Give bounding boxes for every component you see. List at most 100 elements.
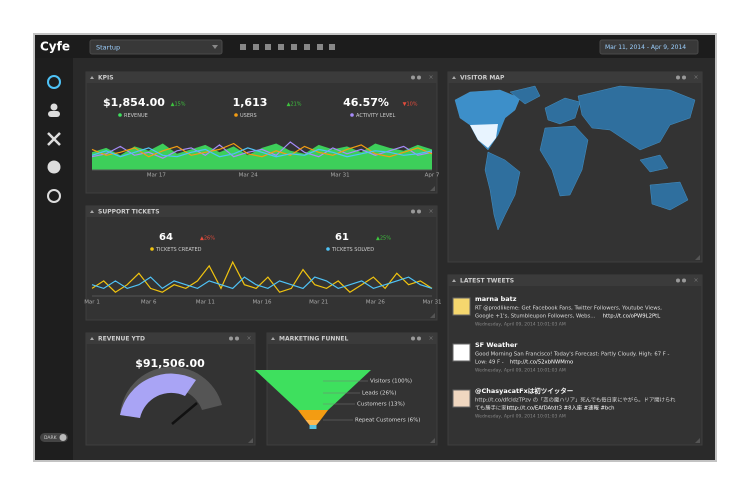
gauge-needle xyxy=(171,402,198,425)
funnel-label: Leads (26%) xyxy=(362,391,396,397)
dashboard-name: Startup xyxy=(96,44,120,52)
settings-icon[interactable] xyxy=(229,336,233,341)
move-icon[interactable] xyxy=(417,75,421,80)
series-line xyxy=(91,260,433,293)
map-region xyxy=(649,181,689,211)
close-icon: × xyxy=(428,208,433,215)
nav-help[interactable] xyxy=(47,160,61,174)
avatar xyxy=(452,297,471,316)
nav-tools[interactable] xyxy=(47,132,61,146)
tool-icon[interactable] xyxy=(253,44,259,50)
close-icon: × xyxy=(246,335,251,342)
gauge-track xyxy=(120,366,222,418)
metric-value: 64 xyxy=(159,232,173,243)
widget-title: VISITOR MAP xyxy=(460,74,505,81)
tool-icon[interactable] xyxy=(278,44,284,50)
legend-dot xyxy=(150,247,154,251)
tool-icon[interactable] xyxy=(304,44,310,50)
move-icon[interactable] xyxy=(682,278,686,283)
resize-handle xyxy=(695,255,700,260)
avatar xyxy=(452,389,471,408)
close-icon: × xyxy=(428,74,433,81)
metric-value: 1,613 xyxy=(233,96,268,109)
tweet-time: Wednesday, April 09, 2014 10:01:03 AM xyxy=(475,322,566,328)
toggle-knob xyxy=(59,434,67,441)
nav-power[interactable] xyxy=(47,189,61,203)
move-icon[interactable] xyxy=(417,209,421,214)
tweet-link[interactable]: http://t.co/52xbNWMmo xyxy=(510,360,573,366)
metric-change: ▲26% xyxy=(200,236,215,242)
tool-icon[interactable] xyxy=(265,44,271,50)
tweet-link[interactable]: http://t.co/oPW9L2PtL xyxy=(603,314,661,320)
tweet-author[interactable]: @ChasyacatFxは初ツイッター xyxy=(475,386,573,395)
collapse-icon xyxy=(452,279,456,282)
logo: Cyfe xyxy=(40,40,70,54)
settings-icon[interactable] xyxy=(411,209,415,214)
settings-icon[interactable] xyxy=(676,75,680,80)
select-arrow xyxy=(212,45,218,49)
tweet-text: ても勝手に家に... xyxy=(475,404,517,412)
collapse-icon xyxy=(90,337,94,340)
date-range: Mar 11, 2014 - Apr 9, 2014 xyxy=(605,44,686,51)
widget-header xyxy=(86,333,255,344)
widget-header xyxy=(86,72,437,83)
x-axis-label: Mar 6 xyxy=(141,300,157,306)
widget-header xyxy=(448,275,702,286)
funnel-label: Visitors (100%) xyxy=(370,379,412,385)
x-axis-label: Mar 17 xyxy=(147,173,167,179)
tool-icon[interactable] xyxy=(329,44,335,50)
tweet-author[interactable]: SF Weather xyxy=(475,341,518,349)
tool-icon[interactable] xyxy=(291,44,297,50)
widgets: KPIS × $1,854.00 ▲15% REVENUE 1,613 ▲21% USERS 4… xyxy=(84,71,703,446)
nav-user[interactable] xyxy=(50,103,58,111)
tweet-time: Wednesday, April 09, 2014 10:01:03 AM xyxy=(475,414,566,420)
tweet-author[interactable]: marna batz xyxy=(475,295,517,303)
move-icon[interactable] xyxy=(682,75,686,80)
legend-dot xyxy=(234,113,238,117)
legend-dot xyxy=(118,113,122,117)
nav-dashboard[interactable] xyxy=(47,75,61,89)
nav-user-body xyxy=(48,111,60,117)
tweet-text: RT @prodlikeme: Get Facebook Fans, Twitt… xyxy=(475,306,662,312)
widget-title: KPIS xyxy=(98,74,114,81)
metric-label: REVENUE xyxy=(124,113,148,119)
x-axis-label: Mar 1 xyxy=(84,300,100,306)
metric-change: ▼10% xyxy=(403,102,418,108)
dashboard-select[interactable] xyxy=(89,39,223,55)
tweet-text: Low: 49 F - xyxy=(475,360,504,366)
widget-header xyxy=(448,72,702,83)
tool-icon[interactable] xyxy=(317,44,323,50)
metric-value: 46.57% xyxy=(343,96,389,109)
tweet-text: Google +1's, Stumbleupon Followers, Webs… xyxy=(475,314,596,320)
widget xyxy=(85,205,438,321)
sidebar-icons xyxy=(47,75,61,203)
resize-handle xyxy=(248,438,253,443)
x-axis-label: Mar 24 xyxy=(239,173,259,179)
settings-icon[interactable] xyxy=(411,336,415,341)
settings-icon[interactable] xyxy=(411,75,415,80)
funnel-label: Customers (13%) xyxy=(357,402,405,408)
date-select[interactable] xyxy=(599,39,699,55)
toolbar xyxy=(240,44,335,50)
legend-dot xyxy=(350,113,354,117)
widget-header xyxy=(86,206,437,217)
close-icon: × xyxy=(693,277,698,284)
sidebar xyxy=(35,58,73,460)
map-region xyxy=(509,85,541,105)
resize-handle xyxy=(695,438,700,443)
metric-label: ACTIVITY LEVEL xyxy=(356,113,395,119)
resize-handle xyxy=(430,186,435,191)
series-line xyxy=(91,276,433,290)
move-icon[interactable] xyxy=(235,336,239,341)
move-icon[interactable] xyxy=(417,336,421,341)
tweet-text: http://t.co/dfcldzTPzv の「恋の魔ハリア」死んでも毎日家に… xyxy=(475,396,676,404)
tweet-link[interactable]: http://t.co/EAfDAtdt3 #8入座 #速報 #bch xyxy=(507,404,615,412)
settings-icon[interactable] xyxy=(676,278,680,283)
tweet-text: Good Morning San Francisco! Today's Fore… xyxy=(475,352,669,358)
map-region xyxy=(539,125,589,197)
dark-toggle-label: DARK xyxy=(44,435,58,441)
x-axis-label: Mar 16 xyxy=(252,300,272,306)
funnel-stage xyxy=(297,410,329,420)
tool-icon[interactable] xyxy=(240,44,246,50)
